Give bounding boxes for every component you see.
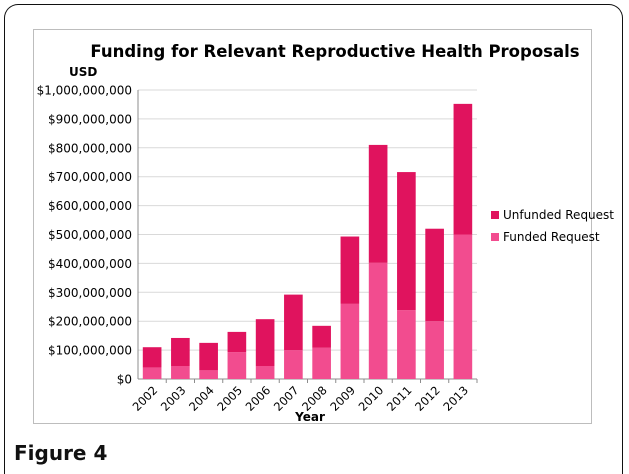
bar-unfunded bbox=[312, 325, 331, 348]
y-axis-label: USD bbox=[69, 65, 97, 79]
x-tick-label: 2011 bbox=[384, 383, 415, 414]
x-tick-label: 2006 bbox=[243, 383, 274, 414]
x-axis-label: Year bbox=[294, 410, 325, 424]
bar-funded bbox=[425, 321, 444, 379]
bar-funded bbox=[284, 350, 303, 379]
y-tick-label: $500,000,000 bbox=[48, 228, 132, 242]
bar-unfunded bbox=[142, 347, 162, 368]
bar-funded bbox=[199, 370, 218, 379]
bar-funded bbox=[312, 347, 331, 379]
y-tick-label: $900,000,000 bbox=[48, 112, 132, 126]
y-tick-label: $100,000,000 bbox=[48, 344, 132, 358]
legend-swatch bbox=[491, 211, 499, 219]
x-tick-label: 2009 bbox=[327, 383, 358, 414]
x-tick-label: 2005 bbox=[214, 383, 245, 414]
bar-funded bbox=[171, 365, 190, 379]
x-tick-label: 2012 bbox=[412, 383, 443, 414]
bar-funded bbox=[255, 365, 275, 379]
bar-unfunded bbox=[368, 144, 388, 263]
x-tick-label: 2013 bbox=[440, 383, 471, 414]
y-tick-label: $600,000,000 bbox=[48, 199, 132, 213]
y-tick-label: $800,000,000 bbox=[48, 141, 132, 155]
figure-caption: Figure 4 bbox=[14, 441, 108, 465]
bar-unfunded bbox=[171, 337, 190, 366]
y-tick-label: $300,000,000 bbox=[48, 286, 132, 300]
x-tick-label: 2002 bbox=[130, 383, 161, 414]
bar-unfunded bbox=[255, 319, 275, 366]
bar-funded bbox=[397, 310, 416, 379]
bar-unfunded bbox=[199, 342, 218, 371]
x-tick-label: 2004 bbox=[186, 383, 217, 414]
bar-unfunded bbox=[453, 103, 473, 235]
bar-unfunded bbox=[284, 294, 303, 351]
figure-frame bbox=[4, 4, 623, 474]
bar-unfunded bbox=[227, 331, 247, 353]
bar-unfunded bbox=[340, 236, 360, 304]
y-tick-label: $0 bbox=[117, 373, 132, 387]
y-tick-label: $400,000,000 bbox=[48, 257, 132, 271]
chart-title: Funding for Relevant Reproductive Health… bbox=[90, 42, 579, 61]
y-tick-label: $200,000,000 bbox=[48, 315, 132, 329]
y-tick-label: $1,000,000,000 bbox=[37, 84, 132, 98]
bar-unfunded bbox=[397, 172, 416, 311]
bar-funded bbox=[453, 234, 473, 379]
x-tick-label: 2010 bbox=[356, 383, 387, 414]
bar-unfunded bbox=[425, 228, 444, 322]
bar-funded bbox=[142, 367, 162, 379]
y-tick-label: $700,000,000 bbox=[48, 170, 132, 184]
bar-funded bbox=[227, 352, 247, 379]
legend-label: Unfunded Request bbox=[503, 208, 614, 222]
x-tick-label: 2003 bbox=[158, 383, 189, 414]
bar-funded bbox=[368, 262, 388, 379]
bar-funded bbox=[340, 303, 360, 379]
legend-label: Funded Request bbox=[503, 230, 600, 244]
legend-swatch bbox=[491, 233, 499, 241]
chart-area bbox=[33, 29, 592, 424]
